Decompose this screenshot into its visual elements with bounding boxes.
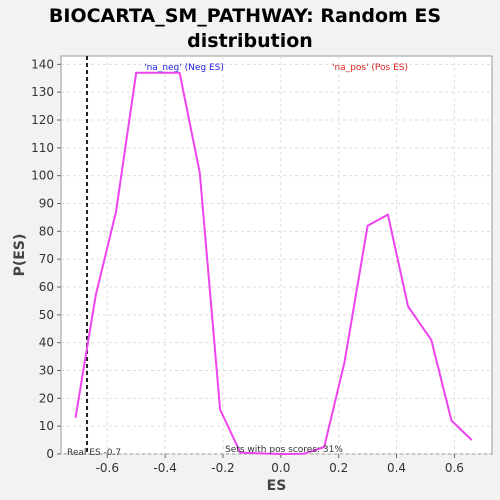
y-tick-label: 120 (31, 113, 54, 127)
real-es-label: Real ES -0.7 (67, 448, 121, 458)
y-tick-label: 10 (39, 419, 54, 433)
x-tick-label: 0.2 (329, 461, 348, 475)
y-tick-label: 40 (39, 336, 54, 350)
y-tick-label: 80 (39, 224, 54, 238)
series-line (74, 71, 473, 455)
x-tick-label: -0.2 (211, 461, 234, 475)
x-axis-label: ES (267, 478, 287, 494)
y-tick-label: 130 (31, 85, 54, 99)
x-tick-label: -0.6 (96, 461, 119, 475)
axis-ticks: 0 10 20 30 40 50 60 70 80 90 100 110 120 130 140 -0.6 -0… (31, 57, 464, 475)
y-tick-label: 70 (39, 252, 54, 266)
plot-area (60, 55, 493, 455)
pos-es-annotation: 'na_pos' (Pos ES) (332, 63, 408, 73)
y-tick-label: 30 (39, 364, 54, 378)
sets-with-pos-scores-label: Sets with pos scores: 31% (225, 445, 343, 455)
x-tick-label: -0.4 (153, 461, 176, 475)
y-tick-label: 100 (31, 169, 54, 183)
y-tick-label: 50 (39, 308, 54, 322)
x-tick-label: 0.4 (387, 461, 406, 475)
x-tick-label: 0.0 (271, 461, 290, 475)
neg-es-annotation: 'na_neg' (Neg ES) (144, 63, 224, 73)
y-tick-label: 20 (39, 391, 54, 405)
y-tick-label: 90 (39, 197, 54, 211)
y-tick-label: 0 (46, 447, 54, 461)
chart-title-line-1: BIOCARTA_SM_PATHWAY: Random ES (49, 5, 441, 27)
y-axis-label: P(ES) (12, 234, 28, 277)
series-group (74, 71, 473, 455)
y-tick-label: 110 (31, 141, 54, 155)
x-tick-label: 0.6 (445, 461, 464, 475)
chart-title-line-2: distribution (187, 30, 313, 52)
y-tick-label: 60 (39, 280, 54, 294)
y-tick-label: 140 (31, 57, 54, 71)
